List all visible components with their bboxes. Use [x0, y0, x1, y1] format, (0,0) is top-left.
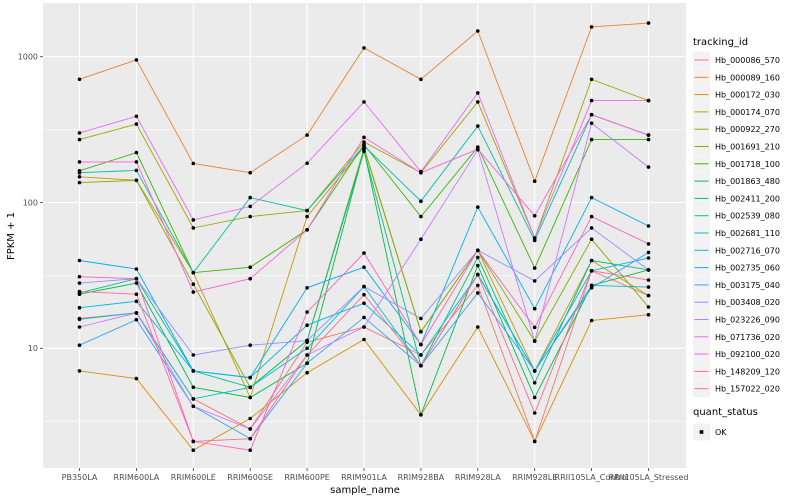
svg-text:RRIM600LA: RRIM600LA	[114, 473, 160, 482]
legend-entry-Hb_000086_570: Hb_000086_570	[693, 51, 780, 69]
legend-entry-Hb_002716_070: Hb_002716_070	[693, 241, 780, 259]
legend-entry-Hb_000922_270: Hb_000922_270	[693, 120, 780, 138]
legend-entry-Hb_000174_070: Hb_000174_070	[693, 103, 780, 121]
svg-text:Hb_001718_100: Hb_001718_100	[715, 160, 780, 169]
svg-text:1000: 1000	[18, 53, 38, 62]
x-axis-title: sample_name	[330, 485, 400, 496]
svg-text:RRII105LA_Stressed: RRII105LA_Stressed	[609, 473, 689, 482]
svg-text:100: 100	[23, 198, 38, 207]
svg-text:Hb_157022_020: Hb_157022_020	[715, 385, 780, 394]
svg-text:Hb_002735_060: Hb_002735_060	[715, 264, 780, 273]
legend-entry-Hb_023226_090: Hb_023226_090	[693, 311, 780, 328]
svg-text:PB350LA: PB350LA	[62, 473, 98, 482]
legend-title-tracking-id: tracking_id	[693, 37, 748, 48]
svg-text:10: 10	[28, 344, 38, 353]
svg-text:Hb_001691_210: Hb_001691_210	[715, 143, 780, 152]
svg-text:Hb_002411_200: Hb_002411_200	[715, 194, 780, 203]
legend-label-ok: OK	[715, 428, 727, 437]
svg-text:Hb_000089_160: Hb_000089_160	[715, 73, 780, 82]
legend-entry-Hb_157022_020: Hb_157022_020	[693, 380, 780, 398]
svg-text:Hb_000174_070: Hb_000174_070	[715, 108, 780, 117]
svg-text:RRII105LA_Control: RRII105LA_Control	[555, 473, 629, 482]
legend-entry-ok: OK	[693, 423, 727, 441]
svg-text:Hb_071736_020: Hb_071736_020	[715, 333, 780, 342]
legend-entry-Hb_000089_160: Hb_000089_160	[693, 68, 780, 86]
svg-text:Hb_023226_090: Hb_023226_090	[715, 316, 780, 325]
ok-point-marker	[699, 430, 704, 434]
legend-entry-Hb_002411_200: Hb_002411_200	[693, 189, 780, 207]
legend-entry-Hb_000172_030: Hb_000172_030	[693, 86, 780, 104]
legend-entry-Hb_071736_020: Hb_071736_020	[693, 328, 780, 346]
legend-entry-Hb_001718_100: Hb_001718_100	[693, 155, 780, 173]
svg-text:RRIM600LE: RRIM600LE	[171, 473, 216, 482]
svg-text:Hb_001863_480: Hb_001863_480	[715, 177, 780, 186]
y-axis-title: FPKM + 1	[6, 212, 17, 260]
legend-entry-Hb_001863_480: Hb_001863_480	[693, 172, 780, 190]
svg-text:Hb_003175_040: Hb_003175_040	[715, 281, 780, 290]
svg-text:RRIM928LE: RRIM928LE	[512, 473, 557, 482]
svg-text:Hb_003408_020: Hb_003408_020	[715, 298, 780, 307]
axis-tick-marks	[40, 56, 649, 471]
svg-text:Hb_002716_070: Hb_002716_070	[715, 246, 780, 255]
svg-text:RRIM901LA: RRIM901LA	[341, 473, 387, 482]
legend: tracking_id Hb_000086_570Hb_000089_160Hb…	[693, 37, 780, 441]
x-axis-tick-labels: PB350LA RRIM600LA RRIM600LE RRIM600SE RRIM60…	[62, 473, 689, 482]
legend-entries: Hb_000086_570 Hb_000089_160 Hb_000172_030 H…	[693, 51, 780, 398]
legend-entry-Hb_001691_210: Hb_001691_210	[693, 138, 780, 155]
legend-entry-Hb_003175_040: Hb_003175_040	[693, 276, 780, 294]
svg-text:Hb_092100_020: Hb_092100_020	[715, 350, 780, 359]
svg-text:Hb_002539_080: Hb_002539_080	[715, 212, 780, 221]
svg-text:RRIM928LA: RRIM928LA	[455, 473, 501, 482]
legend-title-quant-status: quant_status	[693, 407, 758, 418]
legend-entry-Hb_002539_080: Hb_002539_080	[693, 207, 780, 225]
y-axis-tick-labels: 10 100 1000	[18, 53, 38, 354]
svg-text:Hb_000922_270: Hb_000922_270	[715, 125, 780, 134]
legend-entry-Hb_092100_020: Hb_092100_020	[693, 345, 780, 363]
legend-entry-Hb_002681_110: Hb_002681_110	[693, 224, 780, 242]
svg-text:Hb_148209_120: Hb_148209_120	[715, 367, 780, 376]
svg-text:Hb_000172_030: Hb_000172_030	[715, 91, 780, 100]
svg-text:RRIM928BA: RRIM928BA	[398, 473, 445, 482]
legend-entry-Hb_148209_120: Hb_148209_120	[693, 362, 780, 380]
svg-text:RRIM600PE: RRIM600PE	[284, 473, 330, 482]
svg-text:Hb_002681_110: Hb_002681_110	[715, 229, 780, 238]
legend-entry-Hb_003408_020: Hb_003408_020	[693, 293, 780, 311]
legend-entry-Hb_002735_060: Hb_002735_060	[693, 259, 780, 277]
svg-text:RRIM600SE: RRIM600SE	[227, 473, 273, 482]
data-points	[77, 21, 651, 453]
svg-text:Hb_000086_570: Hb_000086_570	[715, 56, 780, 65]
